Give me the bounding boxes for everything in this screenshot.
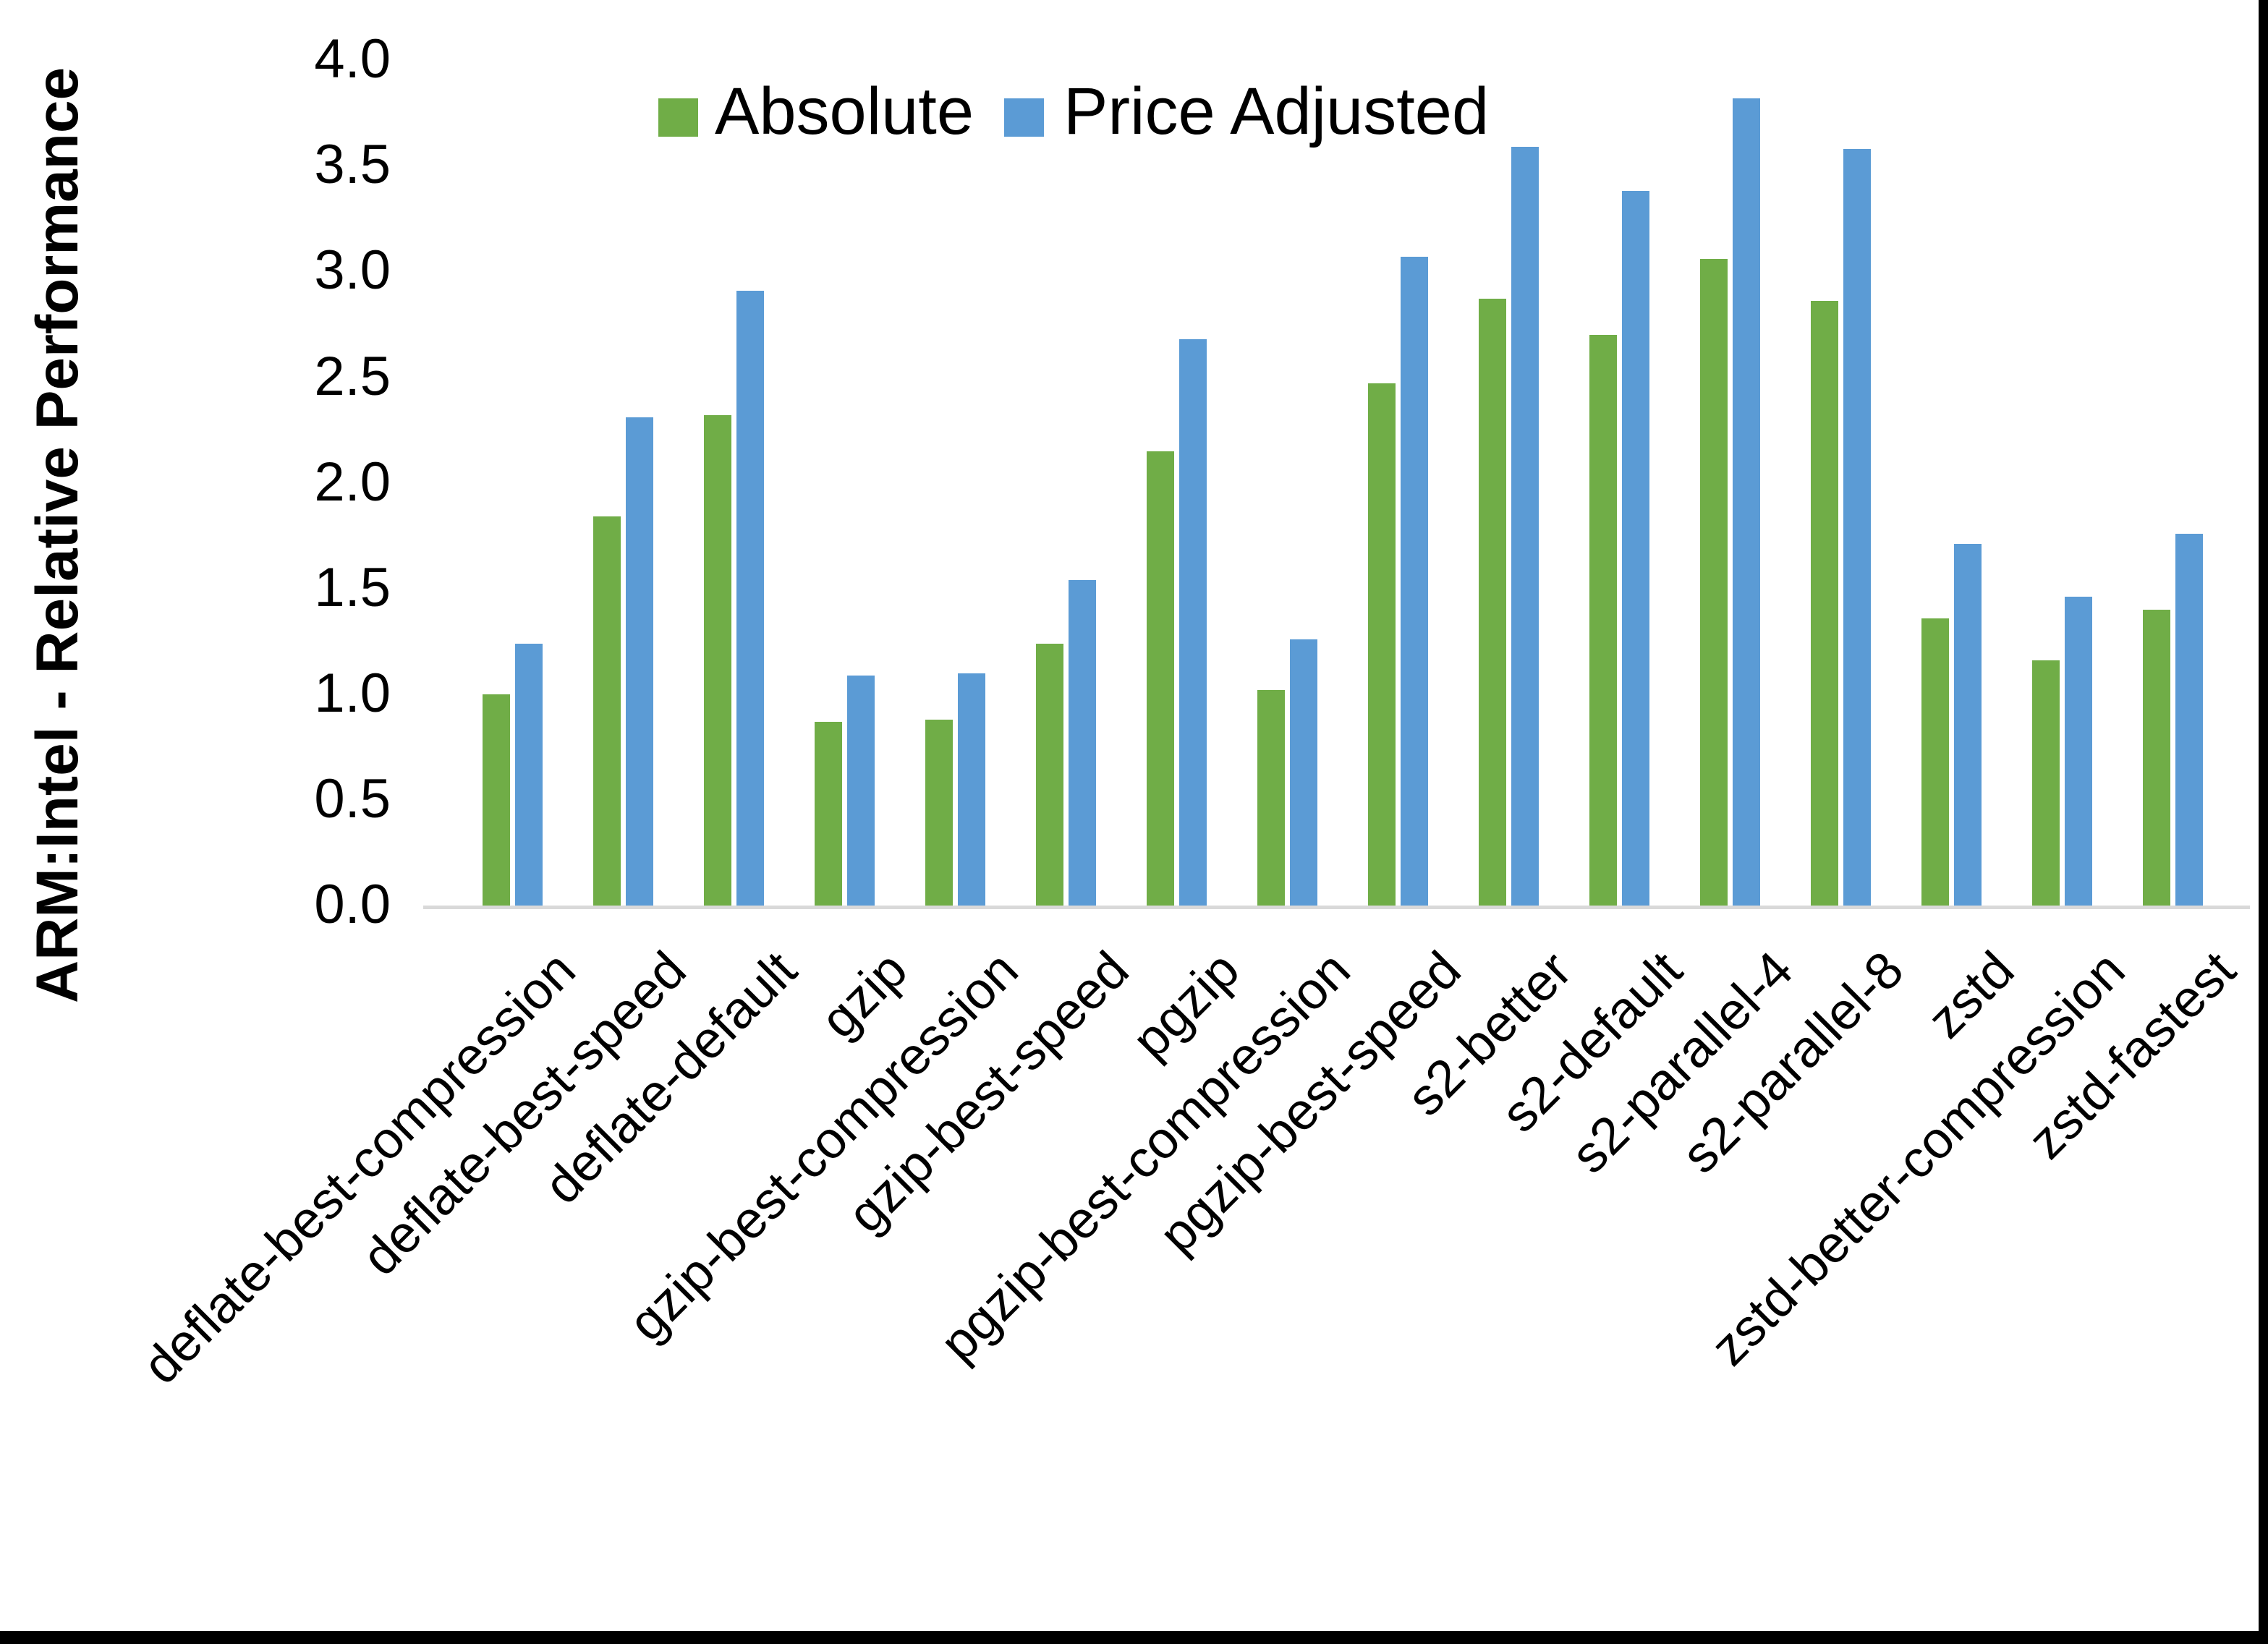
y-tick-label: 0.0 — [314, 873, 391, 935]
legend-swatch-price-adjusted — [1004, 98, 1044, 137]
bar-absolute — [483, 694, 510, 906]
bar-absolute — [1811, 301, 1838, 906]
y-tick-label: 3.0 — [314, 239, 391, 302]
bar-absolute — [1036, 643, 1063, 906]
bar-price-adjusted — [1511, 147, 1539, 906]
legend-swatch-absolute — [658, 98, 698, 137]
bar-price-adjusted — [2175, 533, 2203, 906]
bar-absolute — [1479, 299, 1506, 906]
bar-price-adjusted — [958, 673, 985, 906]
y-tick-label: 4.0 — [314, 27, 391, 90]
bar-absolute — [1589, 335, 1617, 906]
y-tick-label: 2.0 — [314, 451, 391, 513]
bar-absolute — [2143, 609, 2170, 906]
y-tick-label: 0.5 — [314, 767, 391, 830]
legend-label-price-adjusted: Price Adjusted — [1063, 74, 1490, 148]
bar-absolute — [1700, 258, 1728, 906]
bar-absolute — [1257, 689, 1285, 906]
bar-price-adjusted — [1733, 98, 1760, 906]
screenshot-border-bottom — [0, 1631, 2268, 1644]
screenshot-border-right — [2259, 0, 2268, 1644]
bar-absolute — [2032, 660, 2060, 906]
bar-price-adjusted — [1622, 191, 1649, 906]
bar-price-adjusted — [847, 675, 875, 906]
bar-absolute — [593, 516, 621, 906]
bar-price-adjusted — [1843, 148, 1871, 906]
y-tick-label: 1.5 — [314, 556, 391, 618]
bar-absolute — [815, 721, 842, 906]
x-axis-line — [423, 906, 2250, 909]
bar-price-adjusted — [1401, 256, 1428, 906]
y-tick-label: 3.5 — [314, 134, 391, 196]
bar-price-adjusted — [515, 643, 543, 906]
bar-absolute — [1921, 618, 1949, 906]
bar-absolute — [704, 415, 731, 906]
bar-price-adjusted — [2065, 597, 2092, 906]
legend-label-absolute: Absolute — [715, 74, 974, 148]
bar-price-adjusted — [1954, 544, 1982, 906]
bar-price-adjusted — [1069, 580, 1096, 906]
bar-absolute — [925, 719, 953, 906]
y-tick-label: 1.0 — [314, 662, 391, 724]
bar-price-adjusted — [626, 417, 653, 906]
bar-absolute — [1147, 451, 1174, 906]
y-axis-title: ARM:Intel - Relative Performance — [25, 67, 90, 1004]
bar-price-adjusted — [736, 290, 764, 906]
bar-price-adjusted — [1179, 338, 1207, 906]
x-tick-label: deflate-best-compression — [132, 940, 587, 1395]
bar-absolute — [1368, 383, 1396, 906]
bar-price-adjusted — [1290, 639, 1317, 906]
y-tick-label: 2.5 — [314, 345, 391, 407]
